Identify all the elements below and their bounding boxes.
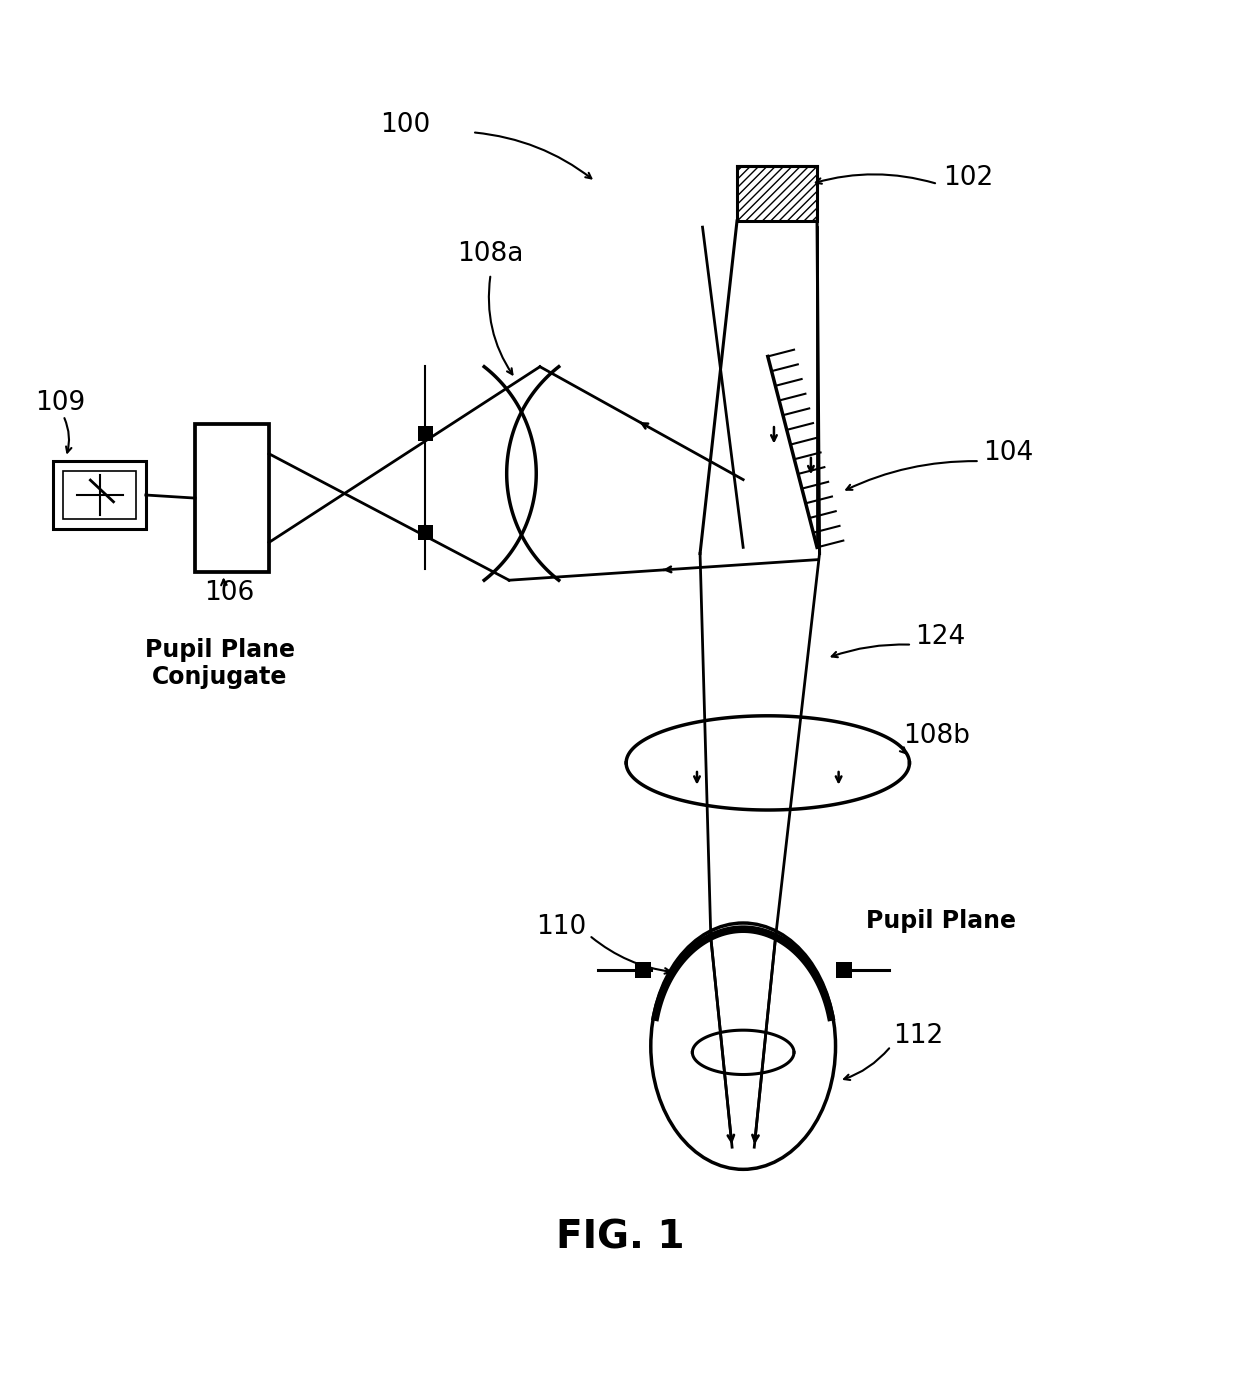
Text: 124: 124 [915, 624, 966, 650]
Text: 108a: 108a [458, 241, 523, 267]
Text: Pupil Plane: Pupil Plane [867, 908, 1017, 933]
Text: 109: 109 [35, 390, 86, 416]
Bar [418, 525, 433, 540]
Bar [737, 165, 817, 220]
Text: 108b: 108b [903, 723, 970, 748]
Text: 102: 102 [942, 165, 993, 192]
Bar [836, 962, 852, 978]
Text: 110: 110 [536, 914, 587, 940]
Bar [635, 962, 651, 978]
Bar [418, 426, 433, 441]
Bar [53, 462, 146, 529]
Text: 104: 104 [983, 440, 1034, 466]
Text: 106: 106 [203, 580, 254, 606]
Text: Pupil Plane: Pupil Plane [145, 638, 295, 661]
Bar [63, 471, 136, 520]
Text: Conjugate: Conjugate [153, 664, 288, 689]
Text: 112: 112 [894, 1024, 944, 1049]
Text: 100: 100 [379, 112, 430, 138]
Bar [195, 424, 269, 572]
Ellipse shape [651, 923, 836, 1170]
Text: FIG. 1: FIG. 1 [556, 1218, 684, 1257]
